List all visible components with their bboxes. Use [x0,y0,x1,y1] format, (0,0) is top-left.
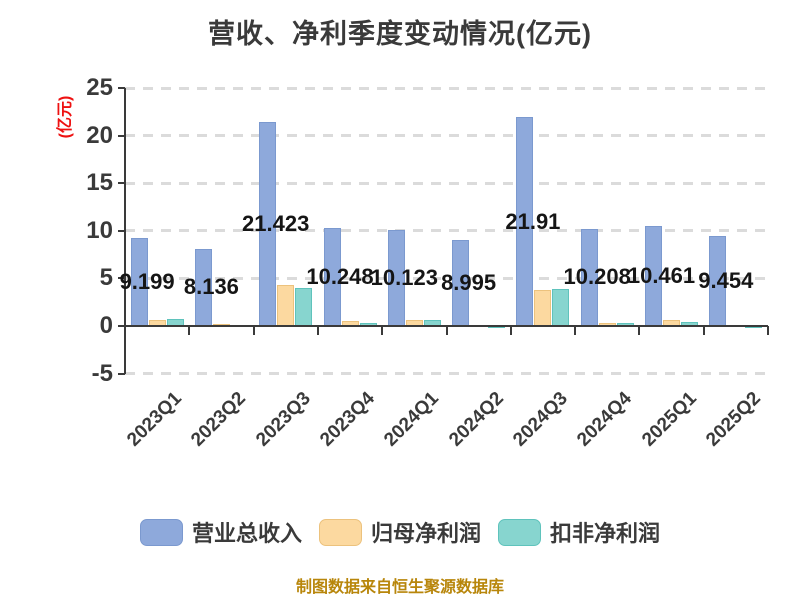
value-label-2024Q4: 10.208 [563,264,631,290]
legend-item-total-revenue[interactable]: 营业总收入 [139,516,302,548]
gridline-25 [125,86,768,90]
legend-label-non-gaap-net-profit: 扣非净利润 [550,521,661,546]
x-axis-tick-1 [188,326,191,335]
x-axis-tick-6 [509,326,512,335]
value-label-2023Q4: 10.248 [306,264,374,290]
value-label-2024Q2: 8.995 [441,270,497,296]
x-axis-label-2024Q1: 2024Q1 [380,388,444,451]
legend-swatch-total-revenue [139,518,183,546]
x-axis-tick-4 [381,326,384,335]
y-axis-tick-5 [118,277,125,280]
x-axis-label-2024Q4: 2024Q4 [573,388,637,451]
value-label-2023Q2: 8.136 [183,274,239,300]
y-axis-tick-20 [118,134,125,137]
legend-swatch-non-gaap-net-profit [498,518,541,546]
legend-item-net-profit[interactable]: 归母净利润 [318,516,481,548]
x-axis-tick-9 [702,326,705,335]
y-axis-tick-15 [118,182,125,185]
y-axis-tick-10 [118,229,125,232]
y-axis-tick-25 [118,87,125,89]
y-axis-tick-label-0: 0 [99,312,113,339]
legend-label-net-profit: 归母净利润 [370,521,481,546]
legend-item-non-gaap-net-profit[interactable]: 扣非净利润 [498,516,660,548]
x-axis-tick-10 [767,326,769,335]
bar-net-profit-2023Q3 [277,285,295,326]
y-axis-tick-label-25: 25 [86,74,113,101]
y-axis-tick-label-5: 5 [99,264,113,292]
x-axis-label-2024Q2: 2024Q2 [444,388,508,451]
chart-legend: 营业总收入 归母净利润 扣非净利润 [0,516,800,548]
value-label-2023Q1: 9.199 [119,269,175,295]
chart-title: 营收、净利季度变动情况(亿元) [208,19,592,49]
gridline--5 [125,372,768,376]
gridline-10 [125,229,768,233]
y-axis-tick--5 [118,372,125,375]
y-axis-name: (亿元) [57,95,74,139]
value-label-2024Q1: 10.123 [370,264,438,290]
y-axis-tick-label--5: -5 [91,359,113,387]
value-label-2023Q3: 21.423 [242,211,310,237]
x-axis-label-2023Q4: 2023Q4 [316,388,379,451]
value-label-2025Q2: 9.454 [698,267,754,293]
y-axis-tick-0 [118,325,125,327]
x-axis-label-2025Q2: 2025Q2 [702,388,765,451]
y-axis-line [124,88,126,374]
bar-non-gaap-net-profit-2024Q3 [552,288,570,326]
bar-net-profit-2024Q3 [534,289,552,326]
legend-label-total-revenue: 营业总收入 [191,521,302,546]
y-axis-tick-label-20: 20 [86,121,113,149]
data-source-note: 制图数据来自恒生聚源数据库 [295,579,504,596]
x-axis-label-2024Q3: 2024Q3 [509,388,572,451]
gridline-15 [125,181,768,185]
value-label-2025Q1: 10.461 [627,263,696,289]
x-axis-tick-3 [316,326,319,335]
x-axis-label-2023Q3: 2023Q3 [251,388,315,451]
y-axis-tick-label-15: 15 [86,169,113,197]
x-axis-tick-8 [638,326,641,335]
y-axis-tick-label-10: 10 [86,216,113,244]
bar-non-gaap-net-profit-2023Q3 [295,287,313,326]
x-axis-label-2023Q1: 2023Q1 [123,388,186,451]
gridline-20 [125,134,768,138]
value-label-2024Q3: 21.91 [505,208,561,234]
x-axis-label-2025Q1: 2025Q1 [637,388,701,451]
x-axis-tick-7 [574,326,577,335]
gridline-5 [125,276,768,280]
x-axis-tick-5 [445,326,448,335]
x-axis-tick-2 [252,326,255,335]
x-axis-label-2023Q2: 2023Q2 [187,388,251,451]
legend-swatch-net-profit [318,518,362,546]
